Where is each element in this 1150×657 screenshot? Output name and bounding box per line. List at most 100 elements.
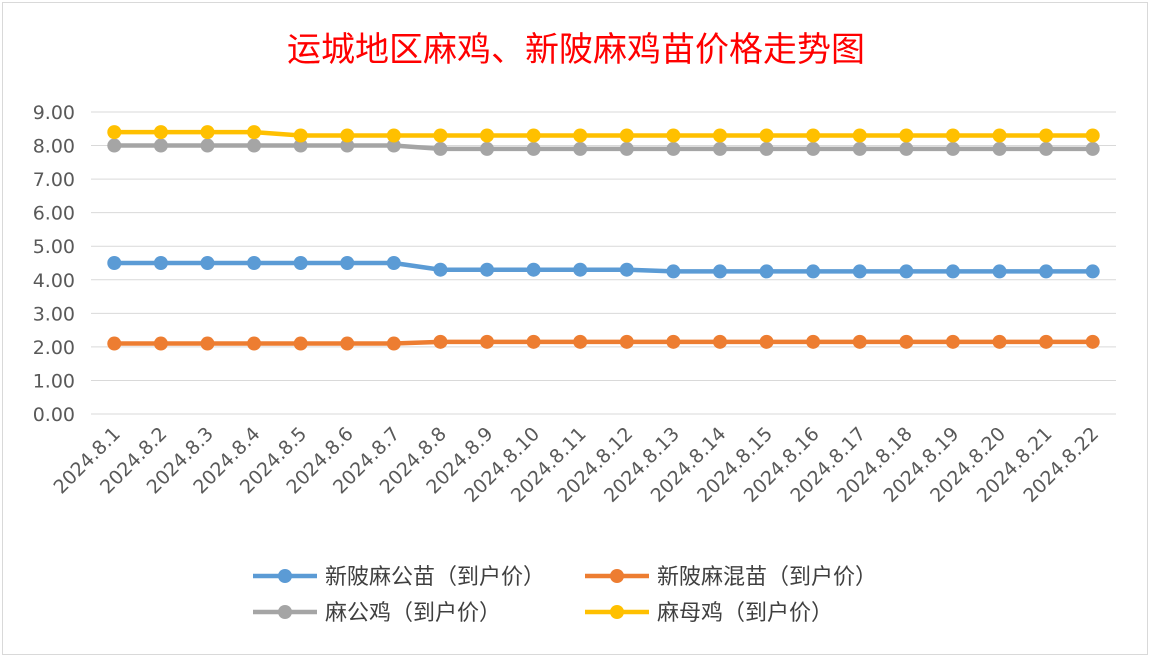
data-point xyxy=(340,336,355,351)
data-point xyxy=(433,334,448,349)
data-point xyxy=(433,262,448,277)
data-point xyxy=(619,334,634,349)
data-point xyxy=(107,138,122,153)
y-tick-label: 7.00 xyxy=(33,169,75,191)
series-3 xyxy=(107,125,1100,143)
data-point xyxy=(945,141,960,156)
series-line xyxy=(112,143,1095,152)
data-point xyxy=(1039,141,1054,156)
data-point xyxy=(1039,334,1054,349)
data-point xyxy=(386,128,401,143)
data-point xyxy=(992,128,1007,143)
data-point xyxy=(200,256,215,270)
data-point xyxy=(992,141,1007,156)
data-point xyxy=(852,334,867,349)
data-point xyxy=(712,264,727,279)
data-point xyxy=(852,128,867,143)
legend-item: 新陂麻混苗（到户价） xyxy=(585,565,877,590)
data-point xyxy=(340,138,355,153)
data-point xyxy=(526,141,541,156)
data-point xyxy=(247,125,262,140)
data-point xyxy=(153,125,168,140)
data-point xyxy=(107,125,122,140)
legend-item: 新陂麻公苗（到户价） xyxy=(253,565,545,590)
data-point xyxy=(759,141,774,156)
data-point xyxy=(806,264,821,279)
legend-label: 麻公鸡（到户价） xyxy=(325,601,501,626)
data-point xyxy=(433,128,448,143)
data-point xyxy=(386,256,401,270)
legend-marker xyxy=(278,605,292,619)
data-point xyxy=(712,141,727,156)
data-point xyxy=(480,141,495,156)
data-point xyxy=(899,334,914,349)
price-trend-chart: 运城地区麻鸡、新陂麻鸡苗价格走势图 0.00 1.00 2.00 3.00 4.00 5.… xyxy=(33,30,1116,626)
data-point xyxy=(712,334,727,349)
legend-label: 新陂麻公苗（到户价） xyxy=(325,565,545,590)
data-point xyxy=(107,256,122,270)
series-0 xyxy=(107,256,1100,279)
y-tick-label: 5.00 xyxy=(33,236,75,258)
data-point xyxy=(200,125,215,140)
data-point xyxy=(247,138,262,153)
y-tick-label: 6.00 xyxy=(33,203,75,225)
data-point xyxy=(759,128,774,143)
data-point xyxy=(153,138,168,153)
data-point xyxy=(852,141,867,156)
data-point xyxy=(247,336,262,351)
data-point xyxy=(1085,128,1100,143)
data-point xyxy=(340,256,355,270)
data-point xyxy=(153,256,168,270)
data-point xyxy=(293,128,308,143)
y-tick-label: 1.00 xyxy=(33,370,75,392)
legend-item: 麻公鸡（到户价） xyxy=(253,601,501,626)
data-point xyxy=(759,264,774,279)
data-point xyxy=(619,262,634,277)
y-tick-label: 9.00 xyxy=(33,102,75,124)
data-point xyxy=(945,264,960,279)
data-point xyxy=(899,264,914,279)
data-point xyxy=(247,256,262,270)
data-point xyxy=(806,141,821,156)
data-point xyxy=(992,264,1007,279)
data-point xyxy=(526,128,541,143)
data-point xyxy=(293,336,308,351)
data-point xyxy=(945,334,960,349)
data-point xyxy=(200,138,215,153)
data-point xyxy=(340,128,355,143)
data-point xyxy=(386,336,401,351)
y-tick-label: 2.00 xyxy=(33,337,75,359)
legend-label: 麻母鸡（到户价） xyxy=(657,601,833,626)
chart-title: 运城地区麻鸡、新陂麻鸡苗价格走势图 xyxy=(287,30,865,70)
data-point xyxy=(526,262,541,277)
data-point xyxy=(200,336,215,351)
data-point xyxy=(806,334,821,349)
data-point xyxy=(992,334,1007,349)
data-point xyxy=(666,264,681,279)
data-point xyxy=(666,141,681,156)
data-point xyxy=(1039,128,1054,143)
data-point xyxy=(293,256,308,270)
series-line xyxy=(112,129,1095,138)
series-2 xyxy=(107,138,1100,156)
data-point xyxy=(945,128,960,143)
legend-item: 麻母鸡（到户价） xyxy=(585,601,833,626)
data-point xyxy=(1085,264,1100,279)
series-layer xyxy=(107,125,1100,351)
data-point xyxy=(293,138,308,153)
data-point xyxy=(666,334,681,349)
data-point xyxy=(573,262,588,277)
legend: 新陂麻公苗（到户价） 新陂麻混苗（到户价） 麻公鸡（到户价） 麻母鸡（到户价） xyxy=(253,565,877,626)
legend-marker xyxy=(610,605,624,619)
data-point xyxy=(1085,141,1100,156)
y-tick-label: 8.00 xyxy=(33,136,75,158)
legend-marker xyxy=(610,569,624,583)
y-tick-label: 4.00 xyxy=(33,270,75,292)
data-point xyxy=(1085,334,1100,349)
series-line xyxy=(112,339,1095,346)
grid-layer xyxy=(91,111,1116,415)
series-1 xyxy=(107,334,1100,351)
data-point xyxy=(759,334,774,349)
data-point xyxy=(153,336,168,351)
